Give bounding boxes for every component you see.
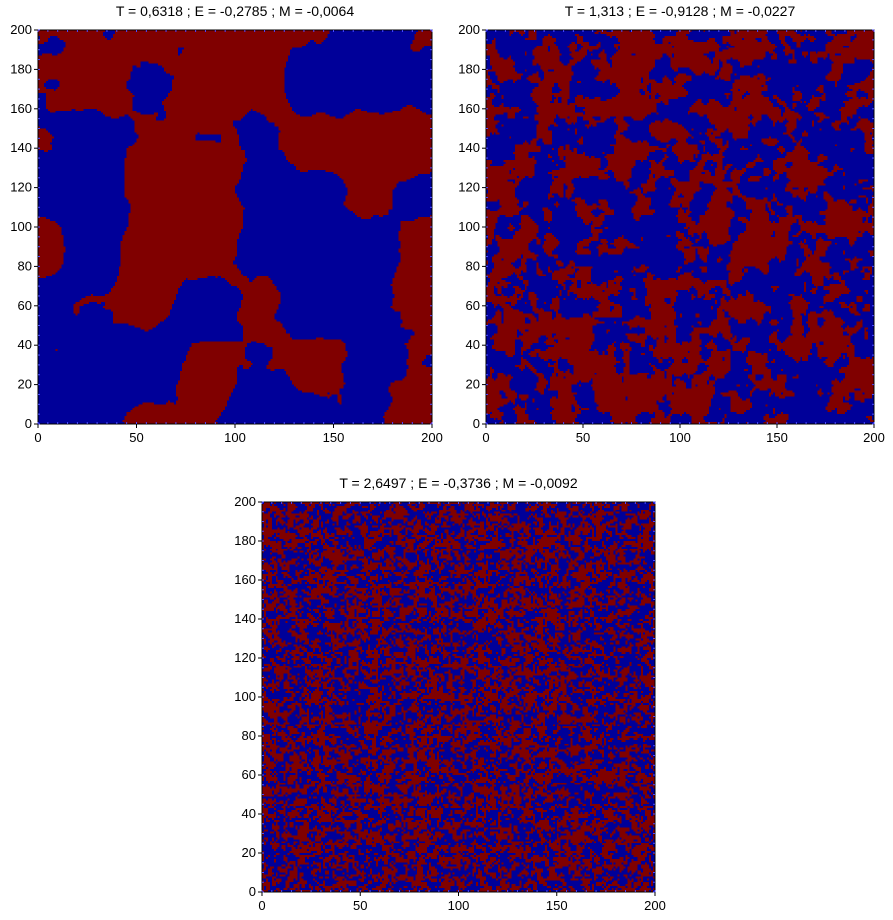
y-tick-label: 60 [18,298,32,313]
y-tick-label: 20 [242,845,256,860]
spin-lattice-heatmap [262,502,655,892]
y-tick-label: 80 [242,728,256,743]
y-tick-label: 20 [466,377,480,392]
plot-frame [261,501,656,893]
panel-title: T = 0,6318 ; E = -0,2785 ; M = -0,0064 [115,3,355,19]
x-tick-label: 150 [546,898,568,913]
lattice-panel-mid-temperature: T = 1,313 ; E = -0,9128 ; M = -0,0227 0 5… [448,0,893,452]
y-tick-label: 180 [458,61,480,76]
y-tick-label: 160 [234,572,256,587]
minor-tick-dots [485,29,875,425]
y-tick-label: 120 [234,650,256,665]
y-tick-label: 40 [18,337,32,352]
y-tick-label: 100 [458,219,480,234]
y-tick-label: 40 [242,806,256,821]
x-tick-label: 0 [482,430,489,445]
y-tick-label: 140 [10,140,32,155]
panel-title: T = 1,313 ; E = -0,9128 ; M = -0,0227 [564,3,796,19]
x-tick-label: 100 [224,430,246,445]
y-tick-label: 200 [10,22,32,37]
axes: 0 50 100 150 200 0 20 40 60 80 100 120 140 160 180 200 [234,494,666,913]
axes: 0 50 100 150 200 0 20 40 60 80 100 120 140 160 180 200 [458,22,885,445]
x-tick-label: 200 [644,898,666,913]
x-tick-label: 200 [863,430,885,445]
plot-frame [485,29,875,425]
y-tick-label: 20 [18,377,32,392]
axes: 0 50 100 150 200 0 20 40 60 80 100 120 140 160 180 200 [10,22,443,445]
panel-title: T = 2,6497 ; E = -0,3736 ; M = -0,0092 [339,475,578,491]
y-tick-label: 60 [466,298,480,313]
x-tick-label: 50 [129,430,143,445]
minor-tick-dots [37,29,433,425]
spin-lattice-heatmap [486,30,874,424]
spin-lattice-heatmap [38,30,432,424]
lattice-panel-low-temperature: T = 0,6318 ; E = -0,2785 ; M = -0,0064 0… [0,0,443,452]
y-tick-label: 120 [10,180,32,195]
y-tick-label: 160 [10,101,32,116]
y-tick-label: 160 [458,101,480,116]
x-tick-label: 100 [669,430,691,445]
x-tick-label: 0 [258,898,265,913]
plot-frame [37,29,433,425]
y-tick-label: 0 [249,884,256,899]
y-tick-label: 40 [466,337,480,352]
y-tick-label: 180 [10,61,32,76]
y-tick-label: 140 [234,611,256,626]
x-tick-label: 0 [34,430,41,445]
y-tick-label: 0 [473,416,480,431]
y-tick-label: 200 [234,494,256,509]
y-tick-label: 80 [18,258,32,273]
y-tick-label: 100 [234,689,256,704]
x-tick-label: 100 [448,898,470,913]
y-tick-label: 180 [234,533,256,548]
y-tick-label: 0 [25,416,32,431]
x-tick-label: 50 [353,898,367,913]
x-tick-label: 150 [766,430,788,445]
x-tick-label: 200 [421,430,443,445]
x-tick-label: 150 [323,430,345,445]
minor-tick-dots [261,501,656,893]
y-tick-label: 60 [242,767,256,782]
y-tick-label: 200 [458,22,480,37]
x-tick-label: 50 [576,430,590,445]
y-tick-label: 100 [10,219,32,234]
y-tick-label: 140 [458,140,480,155]
y-tick-label: 80 [466,258,480,273]
y-tick-label: 120 [458,180,480,195]
lattice-panel-high-temperature: T = 2,6497 ; E = -0,3736 ; M = -0,0092 0… [224,472,669,920]
